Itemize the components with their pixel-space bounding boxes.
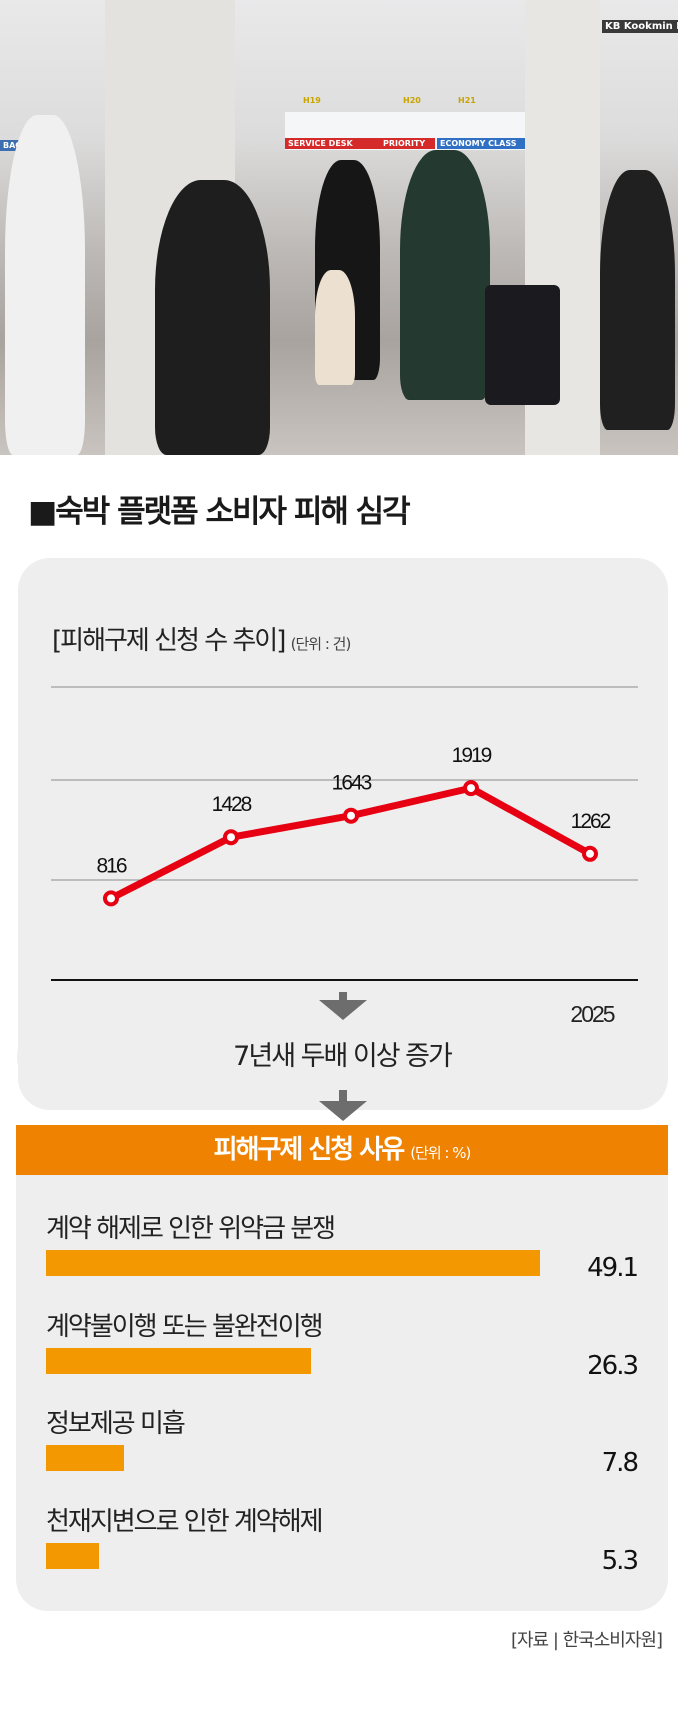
reasons-title: 피해구제 신청 사유 xyxy=(213,1135,405,1165)
chart-unit: (단위 : 건) xyxy=(290,635,352,653)
series-line xyxy=(109,784,592,902)
bar-category-label: 계약 해제로 인한 위약금 분쟁 xyxy=(46,1214,336,1244)
data-label: 1919 xyxy=(452,744,492,767)
data-point xyxy=(582,845,598,862)
bar-value-label: 5.3 xyxy=(601,1545,639,1576)
photo-sign: KB Kookmin Bank xyxy=(602,20,678,33)
summary-banner: 7년새 두배 이상 증가 xyxy=(17,1024,667,1090)
chart-title-text: [피해구제 신청 수 추이] xyxy=(52,626,286,656)
arrow-down-icon xyxy=(339,992,347,1002)
bar-category-label: 정보제공 미흡 xyxy=(46,1409,186,1439)
data-point xyxy=(103,890,119,907)
bar-category-label: 계약불이행 또는 불완전이행 xyxy=(46,1311,324,1342)
bar-category-label: 천재지변으로 인한 계약해제 xyxy=(46,1506,324,1537)
bar-value-label: 49.1 xyxy=(587,1253,639,1283)
photo-sign: H19 xyxy=(303,96,321,105)
photo-sign: SERVICE DESK xyxy=(285,138,435,149)
line-chart: 816142816431919126220182022202320242025상… xyxy=(51,686,638,1063)
bar xyxy=(46,1445,125,1471)
photo-sign: PRIORITY xyxy=(380,138,429,149)
bar-value-label: 26.3 xyxy=(587,1350,639,1381)
data-label: 1428 xyxy=(212,793,252,816)
photo-person xyxy=(315,270,355,385)
data-label: 816 xyxy=(96,854,126,877)
data-point xyxy=(223,829,239,846)
source-credit: [자료 | 한국소비자원] xyxy=(510,1630,663,1651)
data-label: 1262 xyxy=(571,810,611,833)
reasons-unit: (단위 : %) xyxy=(410,1144,471,1162)
photo-sign: H21 xyxy=(458,96,476,105)
data-point xyxy=(463,780,479,797)
x-tick-label: 2025 xyxy=(570,1001,614,1027)
data-point xyxy=(343,807,359,824)
photo-sign: ECONOMY CLASS xyxy=(437,138,525,149)
arrow-down-icon xyxy=(339,1090,347,1104)
arrow-down-icon xyxy=(319,1101,367,1121)
photo-person xyxy=(400,150,490,400)
photo-person xyxy=(5,115,85,455)
airport-photo: H19 H20 H21 SERVICE DESK PRIORITY ECONOM… xyxy=(0,0,678,455)
data-label: 1643 xyxy=(332,772,372,795)
bar xyxy=(46,1250,540,1276)
bar xyxy=(46,1542,100,1569)
reasons-header: 피해구제 신청 사유 (단위 : %) xyxy=(16,1125,668,1175)
photo-sign: H20 xyxy=(403,96,421,105)
arrow-down-icon xyxy=(319,1000,367,1020)
photo-person xyxy=(600,170,675,430)
infographic-title: ■숙박 플랫폼 소비자 피해 심각 xyxy=(28,494,411,530)
photo-suitcase xyxy=(485,285,560,405)
photo-person xyxy=(155,180,270,455)
chart-title: [피해구제 신청 수 추이] (단위 : 건) xyxy=(52,620,352,657)
bar xyxy=(46,1347,311,1374)
bar-value-label: 7.8 xyxy=(601,1448,639,1478)
